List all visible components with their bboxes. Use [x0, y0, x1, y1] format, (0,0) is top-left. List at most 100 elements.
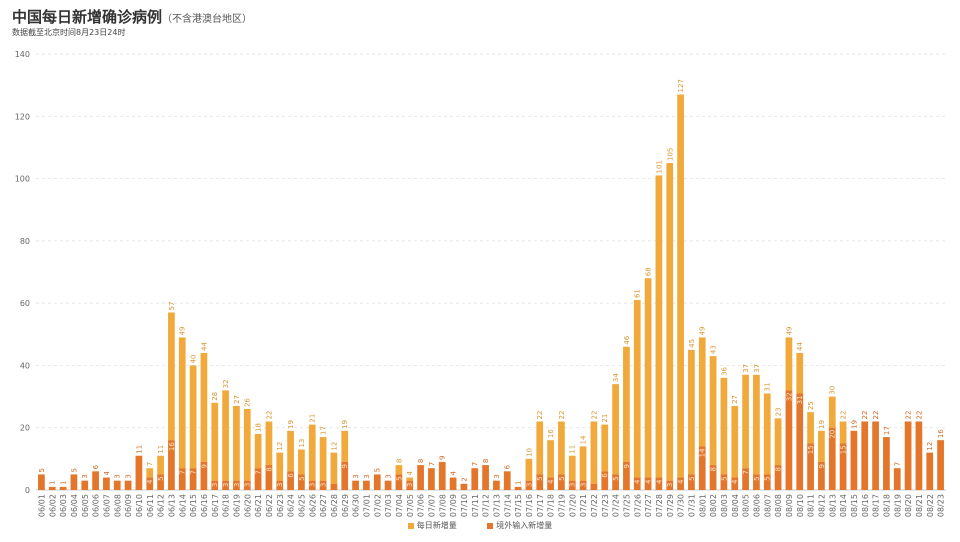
x-tick-label: 06/29: [341, 494, 350, 517]
data-label-imported: 5: [395, 476, 403, 480]
bar-total: [720, 377, 728, 475]
data-label-total: 3: [363, 474, 371, 478]
bar-total: [579, 446, 587, 481]
x-tick-label: 07/06: [417, 494, 426, 517]
bar-imported: [698, 446, 706, 490]
y-tick-label: 20: [20, 424, 30, 433]
bar-total: [395, 465, 403, 475]
data-label-total: 34: [612, 373, 620, 382]
bar-total: [828, 396, 836, 428]
data-label-total: 30: [829, 386, 837, 395]
data-label-total: 21: [601, 414, 609, 423]
x-tick-label: 06/20: [243, 494, 252, 517]
bar-imported: [774, 465, 782, 490]
bar-imported: [330, 483, 338, 490]
data-label-imported: 31: [796, 395, 804, 404]
x-tick-label: 06/14: [178, 494, 187, 517]
x-tick-label: 06/08: [113, 494, 122, 517]
bar-imported: [233, 480, 240, 490]
data-label-total: 7: [146, 462, 154, 466]
data-label-total: 22: [536, 411, 544, 420]
x-tick-label: 06/15: [189, 494, 198, 517]
bar-imported: [623, 461, 630, 490]
bar-total: [146, 468, 154, 478]
x-tick-label: 07/27: [644, 494, 653, 517]
data-label-imported: 7: [190, 470, 198, 474]
bar-imported: [655, 477, 663, 490]
bar-total: [525, 458, 533, 481]
data-label-imported: 3: [666, 483, 674, 487]
data-label-total: 22: [590, 411, 598, 420]
data-label-imported: 8: [710, 467, 718, 471]
data-label-total: 22: [915, 411, 923, 420]
data-label-total: 14: [580, 435, 588, 444]
data-label-total: 6: [504, 464, 512, 469]
bar-total: [568, 455, 576, 481]
data-label-total: 57: [168, 302, 176, 311]
data-label-total: 21: [309, 414, 317, 423]
data-label-total: 22: [558, 411, 566, 420]
x-tick-label: 08/06: [752, 494, 761, 517]
bar-imported: [384, 480, 392, 490]
bar-imported: [298, 474, 305, 490]
bar-total: [709, 356, 717, 466]
data-label-total: 5: [70, 468, 78, 472]
data-label-total: 18: [255, 423, 263, 432]
x-tick-label: 06/28: [330, 494, 339, 517]
data-label-total: 22: [861, 411, 869, 420]
bar-imported: [709, 465, 717, 490]
bar-total: [254, 433, 262, 469]
bar-imported: [449, 477, 457, 490]
y-tick-label: 120: [15, 112, 30, 121]
data-label-imported: 4: [634, 479, 642, 484]
data-label-imported: 3: [569, 483, 577, 487]
bar-imported: [417, 465, 424, 490]
bar-total: [612, 384, 619, 475]
x-tick-label: 06/18: [222, 494, 231, 517]
bar-imported: [904, 421, 912, 490]
data-label-imported: 4: [731, 479, 739, 484]
bar-imported: [168, 440, 175, 490]
x-tick-label: 06/02: [48, 494, 57, 517]
data-label-imported: 8: [775, 467, 783, 471]
x-tick-label: 07/18: [547, 494, 556, 517]
bar-total: [157, 455, 164, 475]
bar-imported: [536, 474, 544, 490]
bar-total: [807, 412, 814, 444]
bar-total: [341, 430, 349, 462]
bar-imported: [547, 477, 554, 490]
data-label-imported: 7: [179, 470, 187, 474]
x-tick-label: 07/20: [568, 494, 577, 517]
x-tick-label: 08/17: [872, 494, 881, 517]
legend-label-imported: 境外输入新增量: [496, 521, 553, 530]
x-tick-label: 08/09: [785, 494, 794, 517]
bar-imported: [568, 480, 576, 490]
bar-imported: [243, 480, 251, 490]
x-tick-label: 07/12: [482, 494, 491, 517]
bar-imported: [785, 390, 793, 490]
bar-imported: [503, 471, 511, 490]
data-label-total: 101: [655, 160, 663, 173]
bar-total: [211, 402, 219, 481]
x-tick-label: 06/21: [254, 494, 263, 517]
data-label-imported: 5: [298, 476, 306, 480]
data-label-total: 8: [417, 459, 425, 463]
data-label-total: 31: [764, 383, 772, 392]
data-label-total: 3: [125, 474, 133, 478]
data-label-imported: 6: [601, 473, 609, 478]
bar-total: [623, 346, 630, 462]
x-tick-label: 06/23: [276, 494, 285, 517]
data-label-imported: 20: [829, 430, 837, 439]
bar-imported: [763, 474, 771, 490]
bar-imported: [157, 474, 164, 490]
data-label-imported: 3: [309, 483, 317, 487]
data-label-total: 4: [406, 471, 414, 476]
data-label-imported: 3: [244, 483, 252, 487]
bar-total: [644, 278, 652, 478]
bar-total: [796, 352, 804, 394]
bar-total: [233, 405, 240, 481]
data-label-total: 27: [731, 395, 739, 404]
data-label-imported: 14: [699, 448, 707, 457]
bar-total: [763, 393, 771, 475]
x-tick-label: 07/16: [525, 494, 534, 517]
